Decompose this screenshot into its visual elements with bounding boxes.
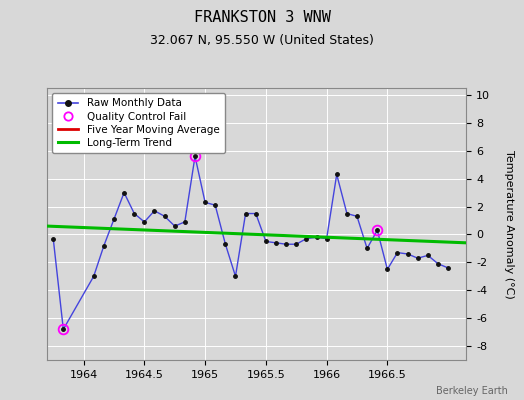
Text: FRANKSTON 3 WNW: FRANKSTON 3 WNW bbox=[193, 10, 331, 25]
Y-axis label: Temperature Anomaly (°C): Temperature Anomaly (°C) bbox=[504, 150, 514, 298]
Text: 32.067 N, 95.550 W (United States): 32.067 N, 95.550 W (United States) bbox=[150, 34, 374, 47]
Legend: Raw Monthly Data, Quality Control Fail, Five Year Moving Average, Long-Term Tren: Raw Monthly Data, Quality Control Fail, … bbox=[52, 93, 225, 153]
Text: Berkeley Earth: Berkeley Earth bbox=[436, 386, 508, 396]
